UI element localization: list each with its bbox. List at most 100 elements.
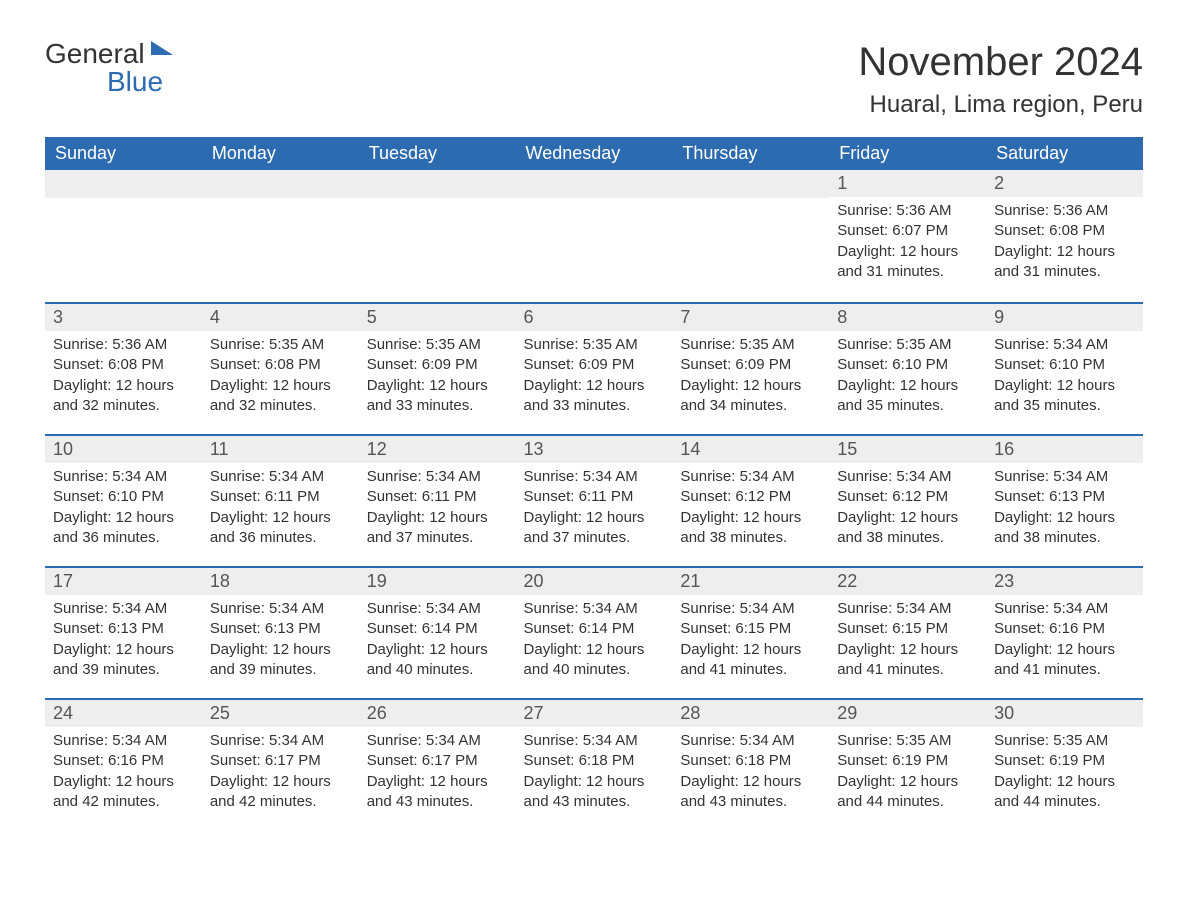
calendar-cell: 24Sunrise: 5:34 AMSunset: 6:16 PMDayligh… — [45, 698, 202, 830]
sunrise-line: Sunrise: 5:36 AM — [837, 201, 978, 221]
day-details: Sunrise: 5:34 AMSunset: 6:12 PMDaylight:… — [829, 463, 986, 556]
title-block: November 2024 Huaral, Lima region, Peru — [858, 40, 1143, 119]
sunrise-line: Sunrise: 5:36 AM — [994, 201, 1135, 221]
sunset-line: Sunset: 6:14 PM — [367, 619, 508, 639]
daylight-line: Daylight: 12 hours and 42 minutes. — [53, 772, 194, 813]
sunset-line: Sunset: 6:10 PM — [994, 355, 1135, 375]
calendar-cell: 4Sunrise: 5:35 AMSunset: 6:08 PMDaylight… — [202, 302, 359, 434]
day-number: 20 — [516, 566, 673, 595]
calendar-week-row: 10Sunrise: 5:34 AMSunset: 6:10 PMDayligh… — [45, 434, 1143, 566]
daylight-line: Daylight: 12 hours and 38 minutes. — [680, 508, 821, 549]
sunset-line: Sunset: 6:09 PM — [367, 355, 508, 375]
day-number: 11 — [202, 434, 359, 463]
daylight-line: Daylight: 12 hours and 38 minutes. — [994, 508, 1135, 549]
daylight-line: Daylight: 12 hours and 35 minutes. — [994, 376, 1135, 417]
calendar-cell: 13Sunrise: 5:34 AMSunset: 6:11 PMDayligh… — [516, 434, 673, 566]
day-details: Sunrise: 5:34 AMSunset: 6:13 PMDaylight:… — [45, 595, 202, 688]
sunset-line: Sunset: 6:12 PM — [837, 487, 978, 507]
sunrise-line: Sunrise: 5:35 AM — [994, 731, 1135, 751]
sunrise-line: Sunrise: 5:34 AM — [680, 599, 821, 619]
sunset-line: Sunset: 6:08 PM — [994, 221, 1135, 241]
sunrise-line: Sunrise: 5:34 AM — [367, 467, 508, 487]
day-details: Sunrise: 5:35 AMSunset: 6:09 PMDaylight:… — [516, 331, 673, 424]
weekday-header: Saturday — [986, 137, 1143, 170]
sunrise-line: Sunrise: 5:34 AM — [680, 467, 821, 487]
sunrise-line: Sunrise: 5:34 AM — [994, 599, 1135, 619]
day-details: Sunrise: 5:34 AMSunset: 6:15 PMDaylight:… — [829, 595, 986, 688]
daylight-line: Daylight: 12 hours and 40 minutes. — [367, 640, 508, 681]
calendar-cell: 23Sunrise: 5:34 AMSunset: 6:16 PMDayligh… — [986, 566, 1143, 698]
day-number: 22 — [829, 566, 986, 595]
daylight-line: Daylight: 12 hours and 38 minutes. — [837, 508, 978, 549]
daylight-line: Daylight: 12 hours and 39 minutes. — [53, 640, 194, 681]
page-header: General Blue November 2024 Huaral, Lima … — [45, 40, 1143, 119]
day-details: Sunrise: 5:36 AMSunset: 6:08 PMDaylight:… — [986, 197, 1143, 290]
calendar-cell: 17Sunrise: 5:34 AMSunset: 6:13 PMDayligh… — [45, 566, 202, 698]
empty-day-header — [359, 170, 516, 198]
calendar-cell: 22Sunrise: 5:34 AMSunset: 6:15 PMDayligh… — [829, 566, 986, 698]
calendar-week-row: 17Sunrise: 5:34 AMSunset: 6:13 PMDayligh… — [45, 566, 1143, 698]
calendar-cell: 20Sunrise: 5:34 AMSunset: 6:14 PMDayligh… — [516, 566, 673, 698]
sunset-line: Sunset: 6:17 PM — [367, 751, 508, 771]
day-details: Sunrise: 5:34 AMSunset: 6:16 PMDaylight:… — [45, 727, 202, 820]
sunrise-line: Sunrise: 5:34 AM — [837, 467, 978, 487]
day-details: Sunrise: 5:34 AMSunset: 6:14 PMDaylight:… — [516, 595, 673, 688]
daylight-line: Daylight: 12 hours and 43 minutes. — [367, 772, 508, 813]
logo-mark-icon — [151, 41, 173, 55]
calendar-week-row: 24Sunrise: 5:34 AMSunset: 6:16 PMDayligh… — [45, 698, 1143, 830]
sunrise-line: Sunrise: 5:35 AM — [367, 335, 508, 355]
sunrise-line: Sunrise: 5:34 AM — [210, 731, 351, 751]
sunrise-line: Sunrise: 5:36 AM — [53, 335, 194, 355]
day-details: Sunrise: 5:35 AMSunset: 6:09 PMDaylight:… — [359, 331, 516, 424]
sunset-line: Sunset: 6:13 PM — [994, 487, 1135, 507]
logo: General Blue — [45, 40, 173, 96]
day-details: Sunrise: 5:35 AMSunset: 6:08 PMDaylight:… — [202, 331, 359, 424]
day-details: Sunrise: 5:34 AMSunset: 6:10 PMDaylight:… — [45, 463, 202, 556]
calendar-cell — [45, 170, 202, 302]
location-label: Huaral, Lima region, Peru — [858, 91, 1143, 119]
day-number: 3 — [45, 302, 202, 331]
sunset-line: Sunset: 6:11 PM — [524, 487, 665, 507]
empty-day-header — [672, 170, 829, 198]
sunset-line: Sunset: 6:13 PM — [53, 619, 194, 639]
calendar-cell: 15Sunrise: 5:34 AMSunset: 6:12 PMDayligh… — [829, 434, 986, 566]
day-number: 8 — [829, 302, 986, 331]
daylight-line: Daylight: 12 hours and 31 minutes. — [837, 242, 978, 283]
day-details: Sunrise: 5:35 AMSunset: 6:10 PMDaylight:… — [829, 331, 986, 424]
day-number: 4 — [202, 302, 359, 331]
day-number: 27 — [516, 698, 673, 727]
day-number: 14 — [672, 434, 829, 463]
day-details: Sunrise: 5:34 AMSunset: 6:16 PMDaylight:… — [986, 595, 1143, 688]
weekday-header: Thursday — [672, 137, 829, 170]
day-number: 1 — [829, 170, 986, 197]
calendar-cell: 12Sunrise: 5:34 AMSunset: 6:11 PMDayligh… — [359, 434, 516, 566]
sunset-line: Sunset: 6:18 PM — [524, 751, 665, 771]
sunrise-line: Sunrise: 5:34 AM — [994, 335, 1135, 355]
sunrise-line: Sunrise: 5:34 AM — [524, 467, 665, 487]
daylight-line: Daylight: 12 hours and 44 minutes. — [994, 772, 1135, 813]
day-number: 15 — [829, 434, 986, 463]
sunset-line: Sunset: 6:09 PM — [524, 355, 665, 375]
empty-day-header — [202, 170, 359, 198]
calendar-week-row: 3Sunrise: 5:36 AMSunset: 6:08 PMDaylight… — [45, 302, 1143, 434]
day-details: Sunrise: 5:34 AMSunset: 6:11 PMDaylight:… — [359, 463, 516, 556]
day-number: 26 — [359, 698, 516, 727]
day-details: Sunrise: 5:34 AMSunset: 6:13 PMDaylight:… — [202, 595, 359, 688]
calendar-table: SundayMondayTuesdayWednesdayThursdayFrid… — [45, 137, 1143, 830]
sunset-line: Sunset: 6:19 PM — [994, 751, 1135, 771]
sunset-line: Sunset: 6:11 PM — [367, 487, 508, 507]
day-details: Sunrise: 5:34 AMSunset: 6:11 PMDaylight:… — [202, 463, 359, 556]
day-number: 23 — [986, 566, 1143, 595]
calendar-body: 1Sunrise: 5:36 AMSunset: 6:07 PMDaylight… — [45, 170, 1143, 830]
calendar-cell: 25Sunrise: 5:34 AMSunset: 6:17 PMDayligh… — [202, 698, 359, 830]
sunrise-line: Sunrise: 5:34 AM — [524, 599, 665, 619]
day-number: 30 — [986, 698, 1143, 727]
day-number: 2 — [986, 170, 1143, 197]
calendar-cell — [516, 170, 673, 302]
calendar-cell: 6Sunrise: 5:35 AMSunset: 6:09 PMDaylight… — [516, 302, 673, 434]
day-number: 24 — [45, 698, 202, 727]
sunrise-line: Sunrise: 5:34 AM — [53, 467, 194, 487]
calendar-cell — [202, 170, 359, 302]
calendar-cell: 14Sunrise: 5:34 AMSunset: 6:12 PMDayligh… — [672, 434, 829, 566]
sunset-line: Sunset: 6:18 PM — [680, 751, 821, 771]
